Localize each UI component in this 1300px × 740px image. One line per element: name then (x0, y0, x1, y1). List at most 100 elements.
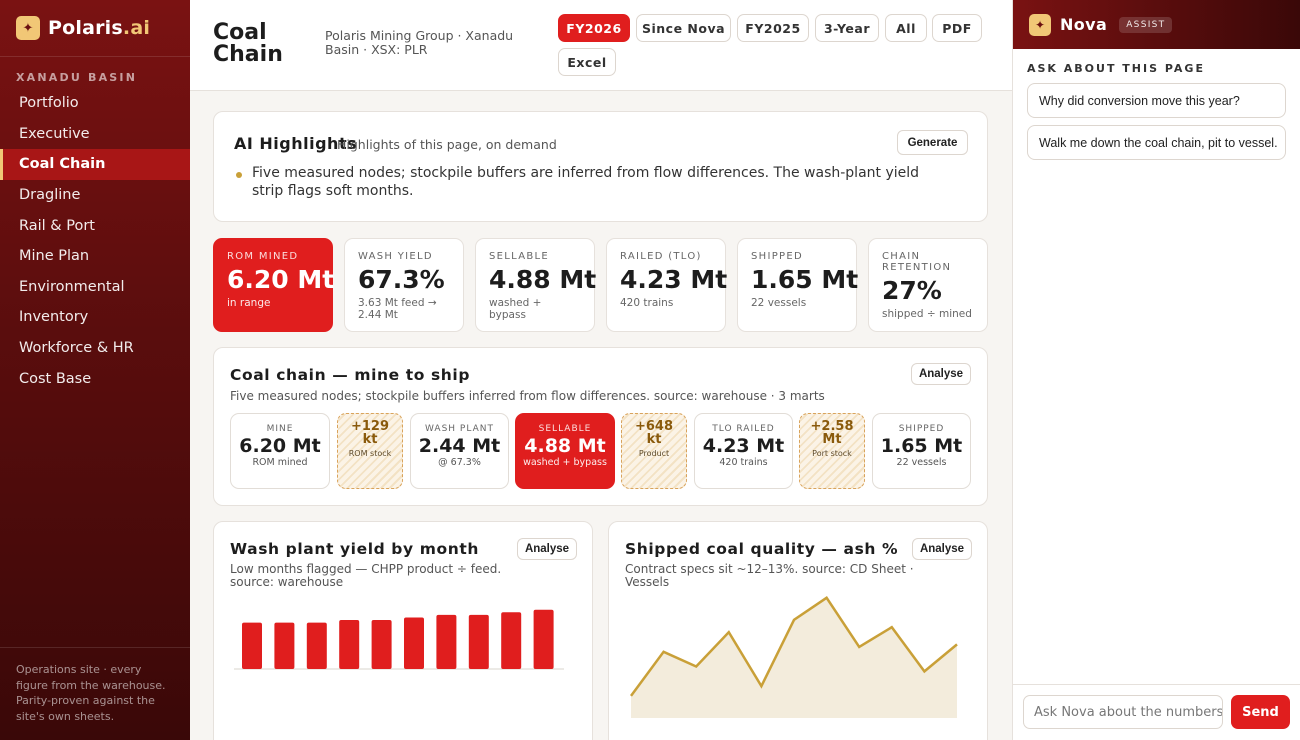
kpi-value: 67.3% (358, 265, 445, 294)
chain-node-wash-plant[interactable]: WASH PLANT 2.44 Mt @ 67.3% (410, 413, 509, 489)
ash-quality-title: Shipped coal quality — ash % (625, 540, 899, 558)
buffer-note: Port stock (812, 449, 852, 458)
ash-point[interactable] (756, 681, 766, 691)
chain-buffer-product[interactable]: +648 kt Product (621, 413, 687, 489)
sidebar-item-executive[interactable]: Executive (19, 125, 90, 142)
kpi-label: SHIPPED (751, 251, 803, 262)
page-title: Coal Chain (213, 20, 283, 67)
chain-node-tlo-railed[interactable]: TLO RAILED 4.23 Mt 420 trains (694, 413, 793, 489)
coal-chain-analyse-button[interactable]: Analyse (911, 363, 971, 385)
period-since-nova-button[interactable]: Since Nova (636, 14, 731, 42)
kpi-chain-retention[interactable]: CHAIN RETENTION 27% shipped ÷ mined (868, 238, 988, 332)
ash-point[interactable] (952, 639, 962, 649)
sidebar-item-portfolio[interactable]: Portfolio (19, 95, 79, 112)
ash-point[interactable] (822, 593, 832, 603)
sidebar-item-environmental[interactable]: Environmental (19, 278, 125, 295)
period-3-year-button[interactable]: 3-Year (815, 14, 879, 42)
sidebar-section-title: XANADU BASIN (16, 71, 138, 84)
sidebar-item-cost-base[interactable]: Cost Base (19, 370, 92, 387)
suggestion-coal-chain[interactable]: Walk me down the coal chain, pit to vess… (1027, 125, 1286, 160)
period-fy2025-button[interactable]: FY2025 (737, 14, 809, 42)
ai-highlights-title: AI Highlights (234, 134, 358, 153)
chain-buffer-port-stock[interactable]: +2.58 Mt Port stock (799, 413, 865, 489)
yield-bar[interactable] (371, 620, 392, 669)
yield-bar[interactable] (533, 609, 554, 669)
kpi-shipped[interactable]: SHIPPED 1.65 Mt 22 vessels (737, 238, 859, 332)
node-value: 4.88 Mt (524, 435, 606, 457)
kpi-note: 420 trains (620, 297, 674, 309)
kpi-sellable[interactable]: SELLABLE 4.88 Mt washed + bypass (475, 238, 596, 332)
send-button[interactable]: Send (1231, 695, 1290, 729)
ash-area-fill (631, 597, 957, 718)
ash-point[interactable] (919, 666, 929, 676)
kpi-note: washed + bypass (489, 297, 542, 321)
buffer-note: Product (638, 449, 670, 458)
ash-point[interactable] (887, 622, 897, 632)
sidebar-item-mine-plan[interactable]: Mine Plan (19, 248, 90, 265)
kpi-railed[interactable]: RAILED (TLO) 4.23 Mt 420 trains (606, 238, 727, 332)
wash-yield-card: Wash plant yield by month Low months fla… (213, 521, 593, 740)
ash-quality-subtitle: Contract specs sit ~12–13%. source: CD S… (625, 562, 914, 589)
sidebar-item-inventory[interactable]: Inventory (19, 309, 89, 326)
kpi-label: SELLABLE (489, 251, 550, 262)
yield-bar[interactable] (436, 614, 457, 669)
ask-nova-input[interactable] (1023, 695, 1223, 729)
period-all-button[interactable]: All (885, 14, 927, 42)
buffer-note: ROM stock (348, 449, 392, 458)
ash-point[interactable] (854, 642, 864, 652)
yield-bar[interactable] (468, 614, 489, 669)
sidebar-nav: Portfolio Executive Coal Chain Dragline … (0, 88, 190, 394)
ash-quality-chart (626, 593, 962, 718)
yield-bar[interactable] (501, 612, 522, 669)
ash-point[interactable] (691, 661, 701, 671)
ask-about-title: ASK ABOUT THIS PAGE (1027, 62, 1205, 75)
star-icon: ✦ (1029, 13, 1051, 36)
buffer-value: +129 kt (350, 419, 390, 447)
kpi-label: RAILED (TLO) (620, 251, 702, 262)
kpi-note: shipped ÷ mined (882, 308, 972, 320)
coal-chain-card: Coal chain — mine to ship Five measured … (213, 347, 988, 506)
yield-bar[interactable] (242, 622, 262, 669)
sidebar-item-dragline[interactable]: Dragline (19, 187, 81, 204)
node-note: @ 67.3% (438, 457, 481, 468)
generate-button[interactable]: Generate (897, 130, 968, 155)
bullet-icon (236, 172, 242, 178)
wash-yield-analyse-button[interactable]: Analyse (517, 538, 577, 560)
node-note: ROM mined (252, 457, 308, 468)
sidebar-item-coal-chain[interactable]: Coal Chain (0, 149, 190, 180)
chain-node-mine[interactable]: MINE 6.20 Mt ROM mined (230, 413, 330, 489)
suggestion-conversion[interactable]: Why did conversion move this year? (1027, 83, 1286, 118)
yield-bar[interactable] (306, 622, 327, 669)
export-excel-button[interactable]: Excel (558, 48, 616, 76)
sidebar-item-workforce[interactable]: Workforce & HR (19, 340, 134, 357)
page-header: Coal Chain Polaris Mining Group · Xanadu… (190, 0, 1012, 91)
brand[interactable]: ✦ Polaris.ai (0, 0, 190, 57)
kpi-rom-mined[interactable]: ROM MINED 6.20 Mt in range (213, 238, 334, 332)
node-label: TLO RAILED (712, 424, 775, 434)
ash-point[interactable] (659, 647, 669, 657)
chain-node-shipped[interactable]: SHIPPED 1.65 Mt 22 vessels (872, 413, 971, 489)
brand-name: Polaris.ai (48, 17, 151, 39)
kpi-wash-yield[interactable]: WASH YIELD 67.3% 3.63 Mt feed → 2.44 Mt (344, 238, 464, 332)
ash-point[interactable] (789, 615, 799, 625)
chain-buffer-rom-stock[interactable]: +129 kt ROM stock (337, 413, 403, 489)
node-note: 420 trains (719, 457, 768, 468)
sidebar-footer: Operations site · every figure from the … (0, 647, 190, 740)
sidebar-item-rail-port[interactable]: Rail & Port (19, 217, 95, 234)
kpi-note: 22 vessels (751, 297, 807, 309)
coal-chain-title: Coal chain — mine to ship (230, 366, 471, 384)
ash-quality-analyse-button[interactable]: Analyse (912, 538, 972, 560)
ash-point[interactable] (724, 627, 734, 637)
ash-point[interactable] (626, 691, 636, 701)
kpi-label: CHAIN RETENTION (882, 251, 952, 273)
kpi-label: ROM MINED (227, 251, 299, 262)
period-fy2026-button[interactable]: FY2026 (558, 14, 630, 42)
yield-bar[interactable] (339, 620, 360, 669)
chain-node-sellable[interactable]: SELLABLE 4.88 Mt washed + bypass (515, 413, 615, 489)
node-note: washed + bypass (523, 457, 607, 468)
kpi-value: 1.65 Mt (751, 265, 859, 294)
export-pdf-button[interactable]: PDF (932, 14, 982, 42)
yield-bar[interactable] (274, 622, 295, 669)
ash-series-line (629, 596, 958, 697)
yield-bar[interactable] (404, 617, 424, 669)
